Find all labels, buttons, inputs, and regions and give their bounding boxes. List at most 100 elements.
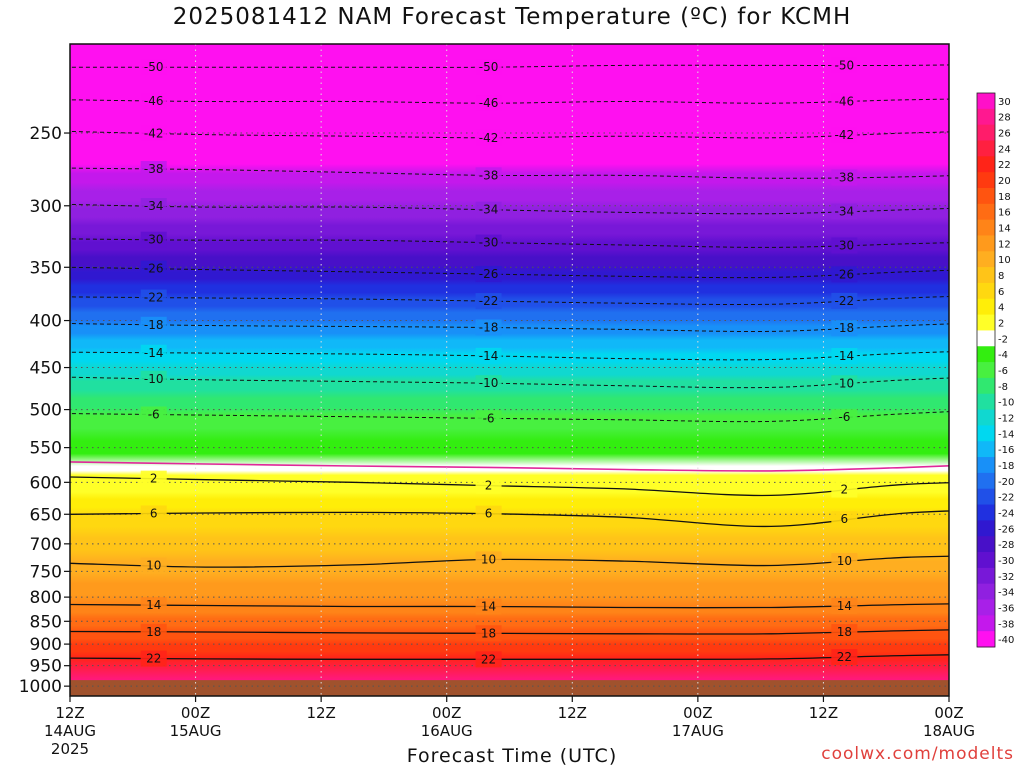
isotherm-label-bg <box>475 167 502 184</box>
isotherm-label-bg <box>475 375 502 392</box>
isotherm-label: -26 <box>835 267 855 281</box>
colorbar-swatch <box>977 472 995 490</box>
isotherm-label-bg <box>831 553 858 570</box>
isotherm-contours: -50 -50 -50 -46 -46 -46 -42 -42 -42 -38 -38 -38 -34 -… <box>70 57 949 668</box>
isotherm-label: -34 <box>835 205 855 219</box>
colorbar-label: 26 <box>998 129 1011 140</box>
isotherm-label-bg <box>831 266 858 283</box>
x-tick-label: 12Z <box>809 704 838 722</box>
isotherm-label: -46 <box>835 94 855 108</box>
isotherm-label-bg <box>140 125 167 142</box>
isotherm-label-bg <box>140 597 167 614</box>
x-tick-label: 00Z <box>432 704 461 722</box>
colorbar-label: -6 <box>998 366 1008 377</box>
colorbar-swatch <box>977 298 995 316</box>
isotherm-label: -26 <box>144 262 164 276</box>
isotherm-label-bg <box>831 292 858 309</box>
colorbar-label: -10 <box>998 398 1014 409</box>
isotherm-label-bg <box>475 201 502 218</box>
x-tick-label: 12Z <box>306 704 335 722</box>
colorbar-swatch <box>977 219 995 236</box>
isotherm-label-bg <box>831 597 858 614</box>
isotherm-label-bg <box>140 260 167 277</box>
isotherm-label: -10 <box>835 376 855 390</box>
x-tick-label: 00Z <box>181 704 210 722</box>
colorbar-label: 6 <box>998 287 1004 298</box>
isotherm-label: -50 <box>479 60 499 74</box>
colorbar-label: -38 <box>998 619 1014 630</box>
isotherm-label-bg <box>831 624 858 641</box>
colorbar-swatch <box>977 124 995 141</box>
isotherm-label-bg <box>475 319 502 336</box>
isotherm-label: -30 <box>479 236 499 250</box>
isotherm-label-bg <box>475 410 502 427</box>
y-tick-label: 800 <box>30 588 62 608</box>
isotherm-label: -42 <box>479 131 499 145</box>
isotherm-label: 22 <box>481 652 496 666</box>
colorbar-swatch <box>977 393 995 411</box>
y-tick-label: 500 <box>30 401 62 421</box>
isotherm-line <box>70 296 949 306</box>
isotherm-label: -6 <box>838 410 850 424</box>
colorbar-swatch <box>977 520 995 537</box>
isotherm-label: 6 <box>841 512 849 526</box>
colorbar-label: 10 <box>998 255 1011 266</box>
isotherm-label-bg <box>140 650 167 667</box>
colorbar-swatch <box>977 251 995 268</box>
isotherm-label-bg <box>475 477 502 494</box>
isotherm-label-bg <box>831 320 858 337</box>
colorbar-swatch <box>977 156 995 173</box>
freezing-line <box>70 461 949 472</box>
isotherm-label: 18 <box>481 626 496 640</box>
colorbar-swatch <box>977 488 995 506</box>
isotherm-label: 22 <box>837 650 852 664</box>
isotherm-label-bg <box>140 505 167 522</box>
isotherm-label: -46 <box>479 96 499 110</box>
isotherm-label-bg <box>140 198 167 215</box>
colorbar-label: -36 <box>998 603 1014 614</box>
isotherm-label: 2 <box>485 479 493 493</box>
isotherm-label: -38 <box>835 170 855 184</box>
isotherm-label-bg <box>831 169 858 186</box>
isotherm-label: -10 <box>479 376 499 390</box>
isotherm-label-bg <box>475 266 502 283</box>
colorbar-label: 22 <box>998 160 1011 171</box>
isotherm-label-bg <box>831 348 858 365</box>
y-axis: 250 300 350 400 450 500 550 600 650 700 750 800 850 9… <box>19 124 70 697</box>
isotherm-line <box>70 654 949 660</box>
colorbar-label: 24 <box>998 144 1011 155</box>
y-tick-label: 950 <box>30 657 62 677</box>
isotherm-label: -14 <box>479 349 499 363</box>
isotherm-label: -30 <box>835 238 855 252</box>
isotherm-label: 2 <box>150 472 158 486</box>
isotherm-label-bg <box>831 481 858 498</box>
isotherm-label: -34 <box>479 203 499 217</box>
isotherm-label: -34 <box>144 199 164 213</box>
y-tick-label: 300 <box>30 197 62 217</box>
isotherm-label-bg <box>831 127 858 144</box>
x-tick-label: 17AUG <box>672 722 724 740</box>
isotherm-label: -30 <box>144 233 164 247</box>
y-tick-label: 650 <box>30 505 62 525</box>
colorbar-swatch <box>977 140 995 157</box>
isotherm-label: 10 <box>481 552 496 566</box>
isotherm-label: -46 <box>144 94 164 108</box>
isotherm-label-bg <box>475 59 502 76</box>
isotherm-label: -22 <box>835 294 855 308</box>
isotherm-label: 10 <box>146 559 161 573</box>
isotherm-label: -6 <box>483 411 495 425</box>
isotherm-label-bg <box>140 344 167 361</box>
isotherm-line <box>70 266 949 279</box>
colorbar-swatch <box>977 93 995 110</box>
x-axis-label: Forecast Time (UTC) <box>406 745 618 767</box>
isotherm-label: 14 <box>837 599 852 613</box>
y-tick-label: 750 <box>30 562 62 582</box>
colorbar-swatch <box>977 441 995 458</box>
isotherm-line <box>70 238 949 248</box>
isotherm-label-bg <box>140 470 167 487</box>
chart-title: 2025081412 NAM Forecast Temperature (ºC)… <box>172 4 852 30</box>
isotherm-label: -10 <box>144 372 164 386</box>
y-tick-label: 600 <box>30 473 62 493</box>
y-tick-label: 350 <box>30 258 62 278</box>
colorbar-label: -8 <box>998 382 1008 393</box>
